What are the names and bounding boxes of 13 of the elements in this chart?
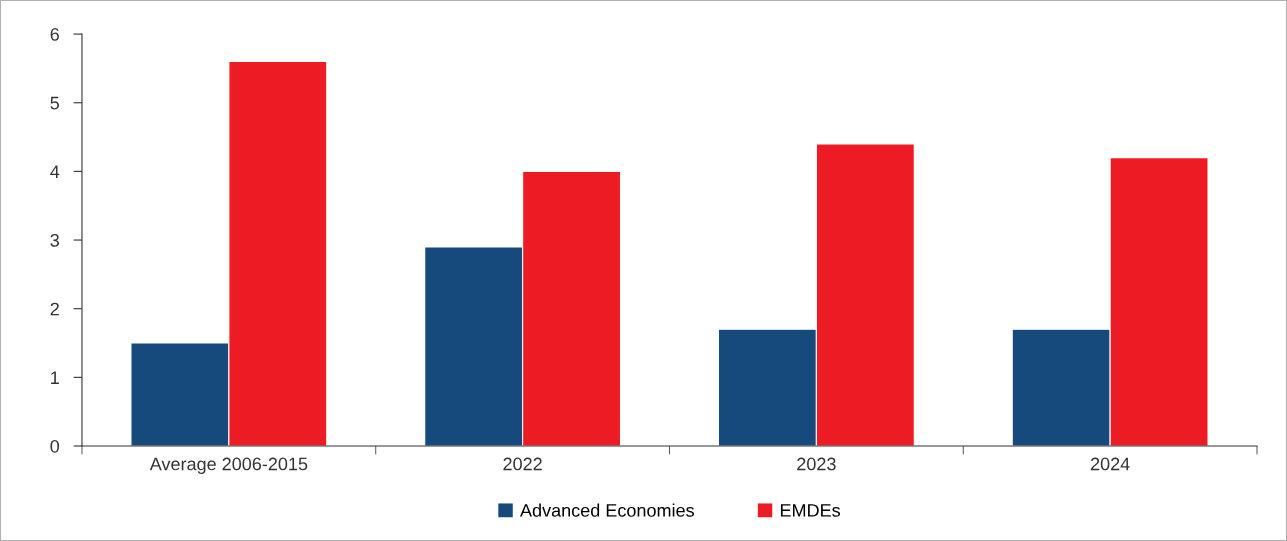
x-tick-label: 2023 — [797, 457, 836, 471]
y-tick-label: 3 — [50, 233, 59, 247]
y-tick-label: 4 — [50, 165, 60, 178]
y-tick-label: 5 — [50, 96, 59, 110]
y-tick-label: 2 — [50, 302, 59, 316]
x-tick-label: 2022 — [503, 457, 542, 471]
y-tick-label: 1 — [51, 371, 59, 384]
y-tick-label: 6 — [50, 28, 59, 41]
legend-label: EMDEs — [780, 504, 841, 517]
legend-label: Advanced Economies — [520, 503, 694, 517]
x-tick-label: Average 2006-2015 — [149, 457, 308, 474]
y-tick-label: 0 — [50, 439, 60, 453]
x-tick-label: 2024 — [1090, 457, 1130, 471]
